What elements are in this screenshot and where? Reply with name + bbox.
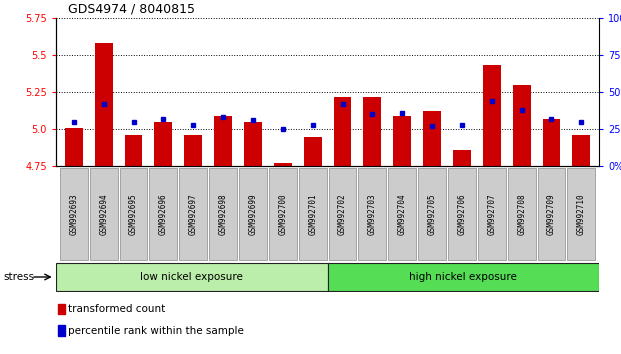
FancyBboxPatch shape bbox=[60, 168, 88, 260]
FancyBboxPatch shape bbox=[90, 168, 117, 260]
FancyBboxPatch shape bbox=[179, 168, 207, 260]
Text: stress: stress bbox=[3, 272, 34, 282]
FancyBboxPatch shape bbox=[239, 168, 267, 260]
Text: GSM992706: GSM992706 bbox=[458, 193, 466, 235]
Text: GSM992697: GSM992697 bbox=[189, 193, 197, 235]
FancyBboxPatch shape bbox=[299, 168, 327, 260]
Text: GSM992696: GSM992696 bbox=[159, 193, 168, 235]
Text: GDS4974 / 8040815: GDS4974 / 8040815 bbox=[68, 3, 196, 16]
FancyBboxPatch shape bbox=[568, 168, 596, 260]
Bar bbox=[513, 85, 530, 166]
Bar bbox=[94, 43, 112, 166]
Text: GSM992694: GSM992694 bbox=[99, 193, 108, 235]
Bar bbox=[58, 325, 65, 336]
FancyBboxPatch shape bbox=[150, 168, 177, 260]
FancyBboxPatch shape bbox=[329, 168, 356, 260]
FancyBboxPatch shape bbox=[269, 168, 297, 260]
Bar bbox=[483, 65, 501, 166]
Text: GSM992707: GSM992707 bbox=[487, 193, 496, 235]
Bar bbox=[155, 122, 172, 166]
FancyBboxPatch shape bbox=[478, 168, 505, 260]
Text: percentile rank within the sample: percentile rank within the sample bbox=[68, 326, 243, 336]
FancyBboxPatch shape bbox=[56, 263, 328, 291]
Bar bbox=[333, 97, 351, 166]
Text: GSM992705: GSM992705 bbox=[428, 193, 437, 235]
Text: low nickel exposure: low nickel exposure bbox=[140, 272, 243, 282]
Bar bbox=[184, 135, 202, 166]
Bar bbox=[58, 303, 65, 314]
Bar bbox=[125, 135, 142, 166]
FancyBboxPatch shape bbox=[328, 263, 599, 291]
Text: GSM992701: GSM992701 bbox=[308, 193, 317, 235]
FancyBboxPatch shape bbox=[358, 168, 386, 260]
Text: GSM992695: GSM992695 bbox=[129, 193, 138, 235]
Bar bbox=[363, 97, 381, 166]
Text: high nickel exposure: high nickel exposure bbox=[409, 272, 517, 282]
Bar bbox=[543, 119, 560, 166]
Bar bbox=[423, 112, 441, 166]
Text: GSM992693: GSM992693 bbox=[70, 193, 78, 235]
Text: GSM992708: GSM992708 bbox=[517, 193, 526, 235]
Text: GSM992704: GSM992704 bbox=[397, 193, 407, 235]
FancyBboxPatch shape bbox=[388, 168, 416, 260]
FancyBboxPatch shape bbox=[418, 168, 446, 260]
Bar bbox=[244, 122, 262, 166]
Bar bbox=[393, 116, 411, 166]
FancyBboxPatch shape bbox=[538, 168, 565, 260]
FancyBboxPatch shape bbox=[209, 168, 237, 260]
Text: GSM992699: GSM992699 bbox=[248, 193, 258, 235]
Bar bbox=[304, 137, 322, 166]
Bar bbox=[65, 128, 83, 166]
Text: GSM992709: GSM992709 bbox=[547, 193, 556, 235]
Bar bbox=[214, 116, 232, 166]
Text: GSM992698: GSM992698 bbox=[219, 193, 227, 235]
Text: GSM992710: GSM992710 bbox=[577, 193, 586, 235]
Bar bbox=[274, 164, 292, 166]
Text: GSM992702: GSM992702 bbox=[338, 193, 347, 235]
Bar bbox=[573, 135, 591, 166]
Text: GSM992700: GSM992700 bbox=[278, 193, 288, 235]
FancyBboxPatch shape bbox=[508, 168, 535, 260]
Bar bbox=[453, 150, 471, 166]
Text: GSM992703: GSM992703 bbox=[368, 193, 377, 235]
Text: transformed count: transformed count bbox=[68, 304, 165, 314]
FancyBboxPatch shape bbox=[448, 168, 476, 260]
FancyBboxPatch shape bbox=[120, 168, 147, 260]
